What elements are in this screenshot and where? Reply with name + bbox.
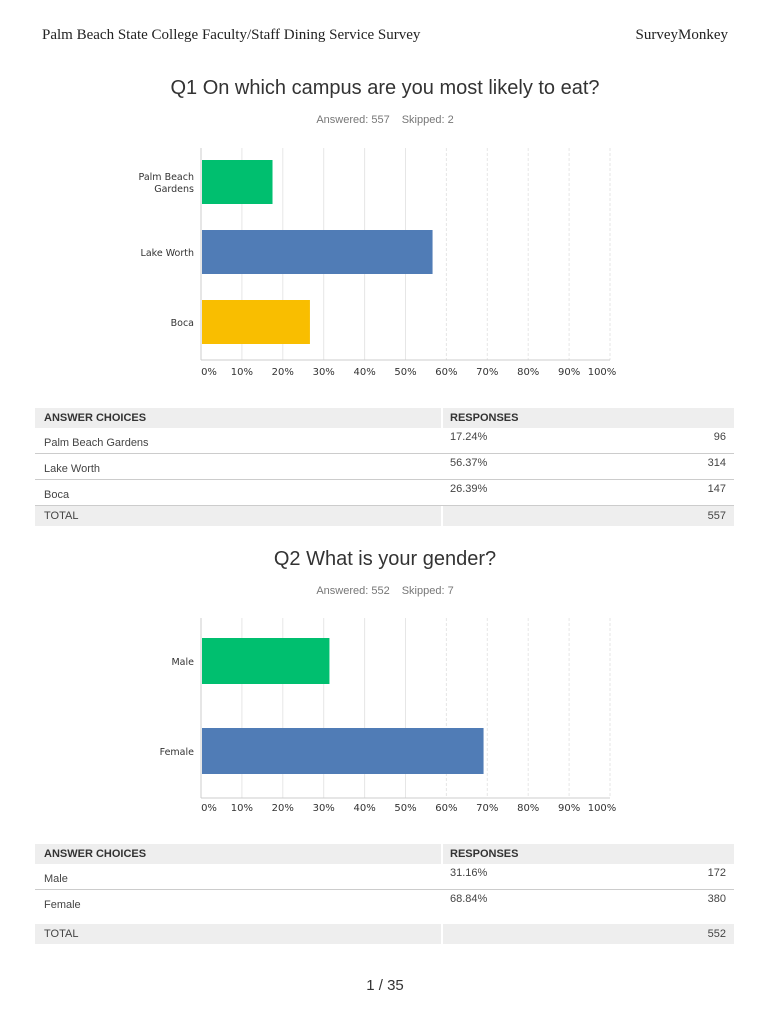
x-tick-label: 100% — [588, 803, 617, 814]
col-choices: ANSWER CHOICES — [44, 848, 147, 860]
x-tick-label: 60% — [435, 803, 457, 814]
row-pct: 56.37% — [450, 457, 488, 469]
row-pct: 68.84% — [450, 893, 488, 905]
table-header: ANSWER CHOICES RESPONSES — [35, 844, 734, 864]
total-label: TOTAL — [44, 928, 79, 940]
q1-meta: Answered: 557 Skipped: 2 — [0, 114, 770, 126]
table-row: Palm Beach Gardens 17.24% 96 — [35, 428, 734, 454]
x-tick-label: 30% — [313, 367, 335, 378]
table-total-row: TOTAL 552 — [35, 924, 734, 944]
x-tick-label: 100% — [588, 367, 617, 378]
q2-table: ANSWER CHOICES RESPONSES Male 31.16% 172 Fe… — [35, 844, 734, 944]
bar — [202, 230, 433, 274]
table-row: Male 31.16% 172 — [35, 864, 734, 890]
q2-chart: 0% 10% 20% 30% 40% 50% 60% 70% 80% 90% 100% Male Fem… — [160, 618, 617, 814]
page-number: 1 / 35 — [366, 977, 404, 994]
bar — [202, 300, 310, 344]
x-tick-label: 80% — [517, 803, 539, 814]
row-count: 380 — [707, 893, 726, 905]
q1-chart: 0% 10% 20% 30% 40% 50% 60% 70% 80% 90% 100% Palm Be… — [139, 148, 617, 378]
row-pct: 26.39% — [450, 483, 488, 495]
q2-skipped: Skipped: 7 — [401, 585, 454, 597]
x-tick-label: 70% — [476, 367, 498, 378]
y-category-label: Lake Worth — [141, 248, 194, 259]
col-responses: RESPONSES — [450, 848, 519, 860]
y-category-label: Boca — [171, 318, 194, 329]
x-tick-label: 0% — [201, 803, 217, 814]
x-tick-label: 30% — [313, 803, 335, 814]
table-row: Female 68.84% 380 — [35, 890, 734, 924]
x-tick-label: 90% — [558, 367, 580, 378]
x-tick-label: 60% — [435, 367, 457, 378]
document-title: Palm Beach State College Faculty/Staff D… — [42, 27, 421, 43]
table-total-row: TOTAL 557 — [35, 506, 734, 526]
table-row: Boca 26.39% 147 — [35, 480, 734, 506]
q2-meta: Answered: 552 Skipped: 7 — [0, 585, 770, 597]
row-count: 147 — [707, 483, 726, 495]
y-category-label: Female — [160, 747, 195, 758]
x-tick-label: 20% — [272, 803, 294, 814]
total-value: 557 — [707, 510, 726, 522]
row-count: 96 — [713, 431, 726, 443]
x-tick-label: 10% — [231, 367, 253, 378]
y-category-label: Palm Beach — [139, 172, 194, 183]
row-label: Male — [44, 873, 68, 885]
x-tick-label: 40% — [353, 367, 375, 378]
row-pct: 31.16% — [450, 867, 488, 879]
bar — [202, 638, 330, 684]
x-tick-label: 70% — [476, 803, 498, 814]
bar — [202, 728, 484, 774]
row-label: Palm Beach Gardens — [44, 437, 149, 449]
brand: SurveyMonkey — [635, 27, 729, 43]
bar — [202, 160, 273, 204]
row-count: 314 — [707, 457, 726, 469]
x-tick-label: 80% — [517, 367, 539, 378]
x-tick-label: 0% — [201, 367, 217, 378]
col-responses: RESPONSES — [450, 412, 519, 424]
q1-answered: Answered: 557 — [316, 114, 390, 126]
row-count: 172 — [707, 867, 726, 879]
y-category-label: Male — [171, 657, 194, 668]
row-label: Female — [44, 899, 81, 911]
q1-table: ANSWER CHOICES RESPONSES Palm Beach Garde… — [35, 408, 734, 526]
table-header: ANSWER CHOICES RESPONSES — [35, 408, 734, 428]
row-label: Lake Worth — [44, 463, 101, 475]
y-category-label: Gardens — [154, 184, 194, 195]
x-tick-label: 20% — [272, 367, 294, 378]
q1-skipped: Skipped: 2 — [401, 114, 454, 126]
q2-title: Q2 What is your gender? — [273, 548, 497, 570]
x-tick-label: 50% — [394, 803, 416, 814]
row-pct: 17.24% — [450, 431, 488, 443]
q1-title: Q1 On which campus are you most likely t… — [170, 77, 600, 99]
x-tick-label: 10% — [231, 803, 253, 814]
q2-answered: Answered: 552 — [316, 585, 390, 597]
x-tick-label: 40% — [353, 803, 375, 814]
x-tick-label: 90% — [558, 803, 580, 814]
total-label: TOTAL — [44, 510, 79, 522]
x-tick-label: 50% — [394, 367, 416, 378]
table-row: Lake Worth 56.37% 314 — [35, 454, 734, 480]
row-label: Boca — [44, 489, 70, 501]
total-value: 552 — [707, 928, 726, 940]
col-choices: ANSWER CHOICES — [44, 412, 147, 424]
